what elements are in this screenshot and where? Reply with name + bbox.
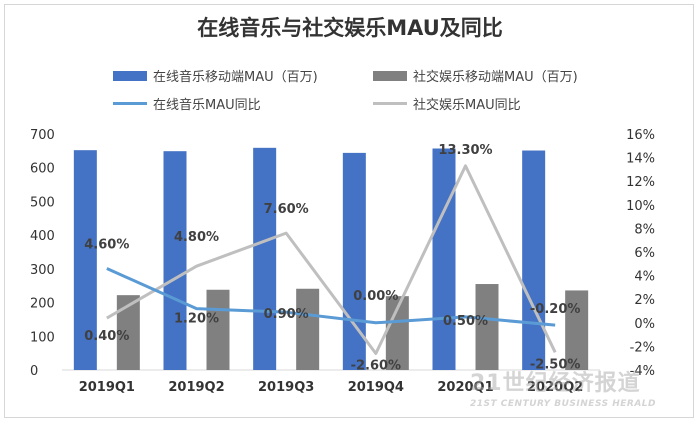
line-music-yoy bbox=[106, 267, 556, 327]
bar-music-mau bbox=[163, 151, 187, 370]
data-label-music-yoy: -0.20% bbox=[530, 302, 581, 317]
data-label-music-yoy: 0.90% bbox=[264, 307, 309, 322]
left-axis-tick-label: 0 bbox=[30, 364, 38, 379]
data-label-music-yoy: 0.50% bbox=[443, 314, 488, 329]
x-axis-category-label: 2019Q2 bbox=[168, 380, 224, 395]
legend-swatch-music-mau bbox=[113, 70, 147, 81]
data-label-social-yoy: 7.60% bbox=[264, 202, 309, 217]
bar-social-mau bbox=[475, 284, 499, 370]
legend-item-music-mau: 在线音乐移动端MAU（百万) bbox=[113, 66, 318, 85]
data-label-music-yoy: 0.00% bbox=[353, 289, 398, 304]
bar-music-mau bbox=[73, 150, 97, 370]
right-axis-tick-label: 8% bbox=[634, 222, 655, 237]
legend-item-social-mau: 社交娱乐移动端MAU（百万) bbox=[373, 66, 578, 85]
legend-swatch-music-yoy bbox=[113, 102, 147, 105]
left-axis-tick-label: 700 bbox=[30, 128, 55, 143]
x-axis-category-label: 2020Q1 bbox=[437, 380, 493, 395]
bar-music-mau bbox=[522, 150, 546, 370]
legend-swatch-social-yoy bbox=[373, 102, 407, 105]
left-axis-tick-label: 400 bbox=[30, 229, 55, 244]
bar-social-mau bbox=[296, 288, 320, 370]
legend-item-music-yoy: 在线音乐MAU同比 bbox=[113, 94, 261, 113]
data-label-social-yoy: -2.60% bbox=[351, 358, 402, 373]
line-social-yoy bbox=[106, 164, 557, 355]
right-axis-tick-label: 4% bbox=[634, 270, 655, 285]
data-label-social-yoy: 4.80% bbox=[174, 230, 219, 245]
right-axis-tick-label: 6% bbox=[634, 246, 655, 261]
watermark-en: 21ST CENTURY BUSINESS HERALD bbox=[470, 399, 657, 409]
right-axis-tick-label: -2% bbox=[630, 340, 655, 355]
watermark: 21世纪经济报道 21ST CENTURY BUSINESS HERALD bbox=[470, 365, 656, 409]
right-axis-tick-label: 2% bbox=[634, 293, 655, 308]
left-axis-tick-label: 600 bbox=[30, 162, 55, 177]
x-axis-category-label: 2019Q4 bbox=[348, 380, 404, 395]
bar-social-mau bbox=[565, 290, 589, 370]
watermark-cn: 21世纪经济报道 bbox=[470, 371, 641, 396]
left-axis-tick-label: 100 bbox=[30, 330, 55, 345]
data-label-social-yoy: 0.40% bbox=[84, 329, 129, 344]
left-axis-tick-label: 300 bbox=[30, 263, 55, 278]
right-axis-tick-label: 14% bbox=[626, 152, 655, 167]
bar-social-mau bbox=[206, 289, 230, 370]
data-label-social-yoy: -2.50% bbox=[530, 357, 581, 372]
right-axis-tick-label: 0% bbox=[634, 317, 655, 332]
x-axis-category-label: 2019Q3 bbox=[258, 380, 314, 395]
right-axis-tick-label: 12% bbox=[626, 175, 655, 190]
x-axis-category-label: 2020Q2 bbox=[527, 380, 583, 395]
right-axis-tick-label: 16% bbox=[626, 128, 655, 143]
chart-title: 在线音乐与社交娱乐MAU及同比 bbox=[197, 16, 503, 40]
left-axis-tick-label: 500 bbox=[30, 195, 55, 210]
legend-item-social-yoy: 社交娱乐MAU同比 bbox=[373, 94, 521, 113]
data-label-music-yoy: 4.60% bbox=[84, 238, 129, 253]
data-label-music-yoy: 1.20% bbox=[174, 312, 219, 327]
legend-label-social-yoy: 社交娱乐MAU同比 bbox=[413, 98, 521, 113]
right-axis-tick-label: -4% bbox=[630, 364, 655, 379]
right-axis-tick-label: 10% bbox=[626, 199, 655, 214]
legend-label-social-mau: 社交娱乐移动端MAU（百万) bbox=[413, 70, 578, 85]
legend-label-music-mau: 在线音乐移动端MAU（百万) bbox=[153, 70, 318, 85]
data-label-social-yoy: 13.30% bbox=[438, 143, 492, 158]
bar-music-mau bbox=[253, 147, 277, 370]
legend-label-music-yoy: 在线音乐MAU同比 bbox=[153, 98, 261, 113]
bar-social-mau bbox=[385, 296, 409, 370]
bar-music-mau bbox=[432, 148, 456, 370]
legend-swatch-social-mau bbox=[373, 70, 407, 81]
x-axis-category-label: 2019Q1 bbox=[79, 380, 135, 395]
bar-social-mau bbox=[116, 295, 140, 370]
left-axis-tick-label: 200 bbox=[30, 297, 55, 312]
